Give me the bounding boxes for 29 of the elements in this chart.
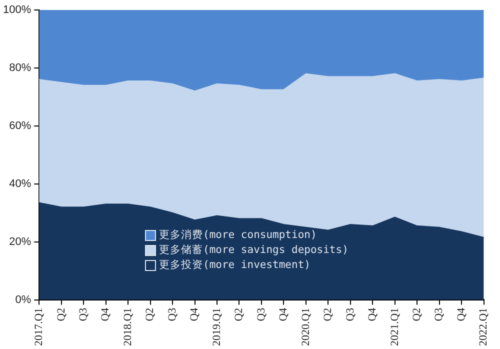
- x-tick-label: Q4: [100, 307, 112, 322]
- x-tick-label: Q4: [278, 307, 290, 322]
- x-tick-label: Q2: [322, 308, 334, 322]
- x-tick-label: 2018.Q1: [122, 308, 134, 346]
- x-tick-label: Q2: [410, 308, 423, 322]
- x-tick-label: 2017.Q1: [33, 308, 46, 346]
- x-tick-label: Q2: [144, 308, 156, 322]
- x-tick-label: Q3: [255, 307, 268, 322]
- x-tick-label: Q3: [344, 307, 356, 322]
- x-tick-label: 2021.Q1: [388, 308, 401, 346]
- x-tick-label: Q4: [366, 307, 379, 322]
- x-tick-label: 2020.Q1: [300, 308, 312, 346]
- x-tick-label: Q3: [77, 307, 90, 322]
- y-tick-label: 0%: [15, 294, 32, 306]
- x-tick-label: Q3: [433, 307, 446, 322]
- y-tick-label: 100%: [2, 4, 32, 16]
- x-tick-label: Q2: [55, 308, 68, 322]
- x-tick-label: Q4: [188, 307, 201, 322]
- x-tick-label: 2019.Q1: [210, 308, 223, 346]
- x-tick-label: Q3: [166, 307, 178, 322]
- legend-label: 更多储蓄(more savings deposits): [159, 243, 348, 258]
- y-tick-label: 20%: [9, 236, 32, 248]
- x-tick-label: Q4: [455, 307, 468, 322]
- series-label: 更多投资(more investment): [159, 258, 310, 273]
- y-tick-label: 40%: [9, 178, 32, 190]
- x-tick-label: Q2: [233, 308, 246, 322]
- x-tick-label: 2022.Q1: [478, 308, 490, 346]
- y-tick-label: 60%: [9, 120, 32, 132]
- y-tick-label: 80%: [9, 62, 32, 74]
